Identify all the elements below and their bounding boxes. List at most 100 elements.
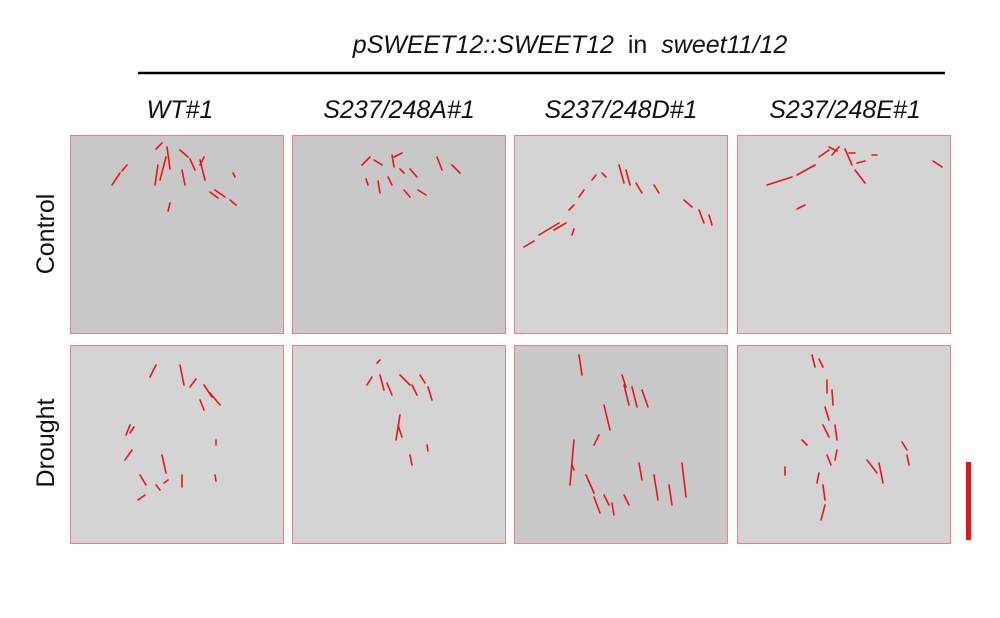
root-trace	[578, 189, 585, 198]
root-trace	[641, 389, 649, 408]
panel-background	[737, 135, 951, 334]
root-trace	[866, 459, 878, 474]
image-panel	[70, 345, 284, 544]
root-trace	[601, 172, 607, 178]
root-trace	[571, 228, 575, 236]
root-trace	[668, 484, 673, 506]
title-background: sweet11/12	[661, 31, 787, 59]
root-trace	[409, 454, 413, 466]
root-trace	[878, 462, 884, 484]
root-trace	[523, 240, 535, 248]
root-trace	[376, 359, 381, 364]
root-trace	[901, 441, 908, 451]
root-trace	[568, 204, 575, 211]
root-trace	[181, 169, 186, 186]
root-trace	[698, 209, 705, 224]
root-trace	[451, 164, 461, 174]
root-trace	[635, 182, 643, 194]
root-trace	[411, 384, 418, 396]
root-trace	[159, 156, 167, 181]
root-trace	[155, 484, 161, 491]
root-trace	[603, 494, 610, 506]
root-trace	[214, 474, 217, 482]
root-trace	[189, 378, 197, 388]
root-trace	[232, 172, 236, 178]
root-trace	[409, 168, 418, 178]
root-trace	[820, 504, 826, 521]
root-trace	[844, 148, 853, 166]
root-trace	[366, 376, 373, 386]
root-trace	[417, 189, 427, 196]
column-label: S237/248D#1	[545, 96, 698, 124]
root-trace	[199, 156, 205, 166]
root-trace	[179, 149, 189, 158]
root-trace	[766, 176, 793, 186]
root-trace	[399, 168, 405, 174]
image-panel	[292, 345, 506, 544]
root-trace	[818, 358, 824, 368]
root-trace	[932, 160, 943, 168]
title-in: in	[628, 31, 647, 59]
image-panel	[737, 345, 951, 544]
root-trace	[796, 204, 806, 210]
panel-background	[292, 135, 506, 334]
image-panel	[292, 135, 506, 334]
root-trace	[124, 449, 133, 461]
root-trace	[397, 424, 403, 438]
root-trace	[811, 354, 816, 368]
root-trace	[571, 464, 575, 471]
column-label: S237/248A#1	[323, 96, 475, 124]
root-trace	[426, 444, 429, 452]
root-trace	[681, 462, 687, 498]
root-trace	[154, 164, 159, 186]
root-trace	[569, 439, 575, 486]
root-trace	[638, 462, 643, 481]
root-trace	[826, 454, 832, 466]
root-trace	[129, 426, 135, 434]
root-trace	[623, 494, 630, 506]
root-trace	[854, 169, 866, 184]
root-trace	[801, 439, 808, 446]
image-panel	[70, 135, 284, 334]
root-trace	[834, 424, 838, 441]
root-trace	[856, 160, 866, 164]
root-trace	[111, 172, 121, 186]
root-trace	[179, 364, 185, 386]
root-trace	[399, 374, 411, 386]
root-trace	[137, 494, 146, 501]
root-trace	[377, 180, 381, 194]
column-label: WT#1	[147, 96, 214, 124]
root-trace	[163, 479, 169, 484]
panel-background	[70, 135, 284, 334]
root-trace	[214, 189, 226, 198]
root-trace	[585, 474, 595, 494]
root-trace	[427, 386, 433, 401]
root-trace	[365, 178, 369, 186]
root-trace	[149, 364, 157, 378]
root-trace	[139, 474, 147, 486]
root-trace	[818, 149, 830, 158]
root-trace	[229, 199, 237, 206]
root-trace	[538, 222, 560, 236]
root-trace	[683, 199, 693, 208]
root-trace	[403, 189, 411, 198]
panel-background	[514, 345, 728, 544]
panel-background	[292, 345, 506, 544]
root-trace	[125, 424, 131, 436]
panel-background	[737, 345, 951, 544]
root-trace	[161, 454, 167, 474]
root-trace	[391, 154, 395, 168]
scale-bar	[966, 462, 971, 540]
root-trace	[824, 406, 830, 421]
root-trace	[386, 382, 393, 396]
root-trace	[653, 184, 660, 194]
root-trace	[625, 169, 631, 186]
root-trace	[708, 214, 713, 226]
root-trace	[621, 374, 627, 388]
image-panel	[514, 345, 728, 544]
root-trace	[419, 374, 426, 384]
root-trace	[379, 374, 385, 391]
root-trace	[387, 176, 393, 186]
root-trace	[611, 502, 615, 516]
